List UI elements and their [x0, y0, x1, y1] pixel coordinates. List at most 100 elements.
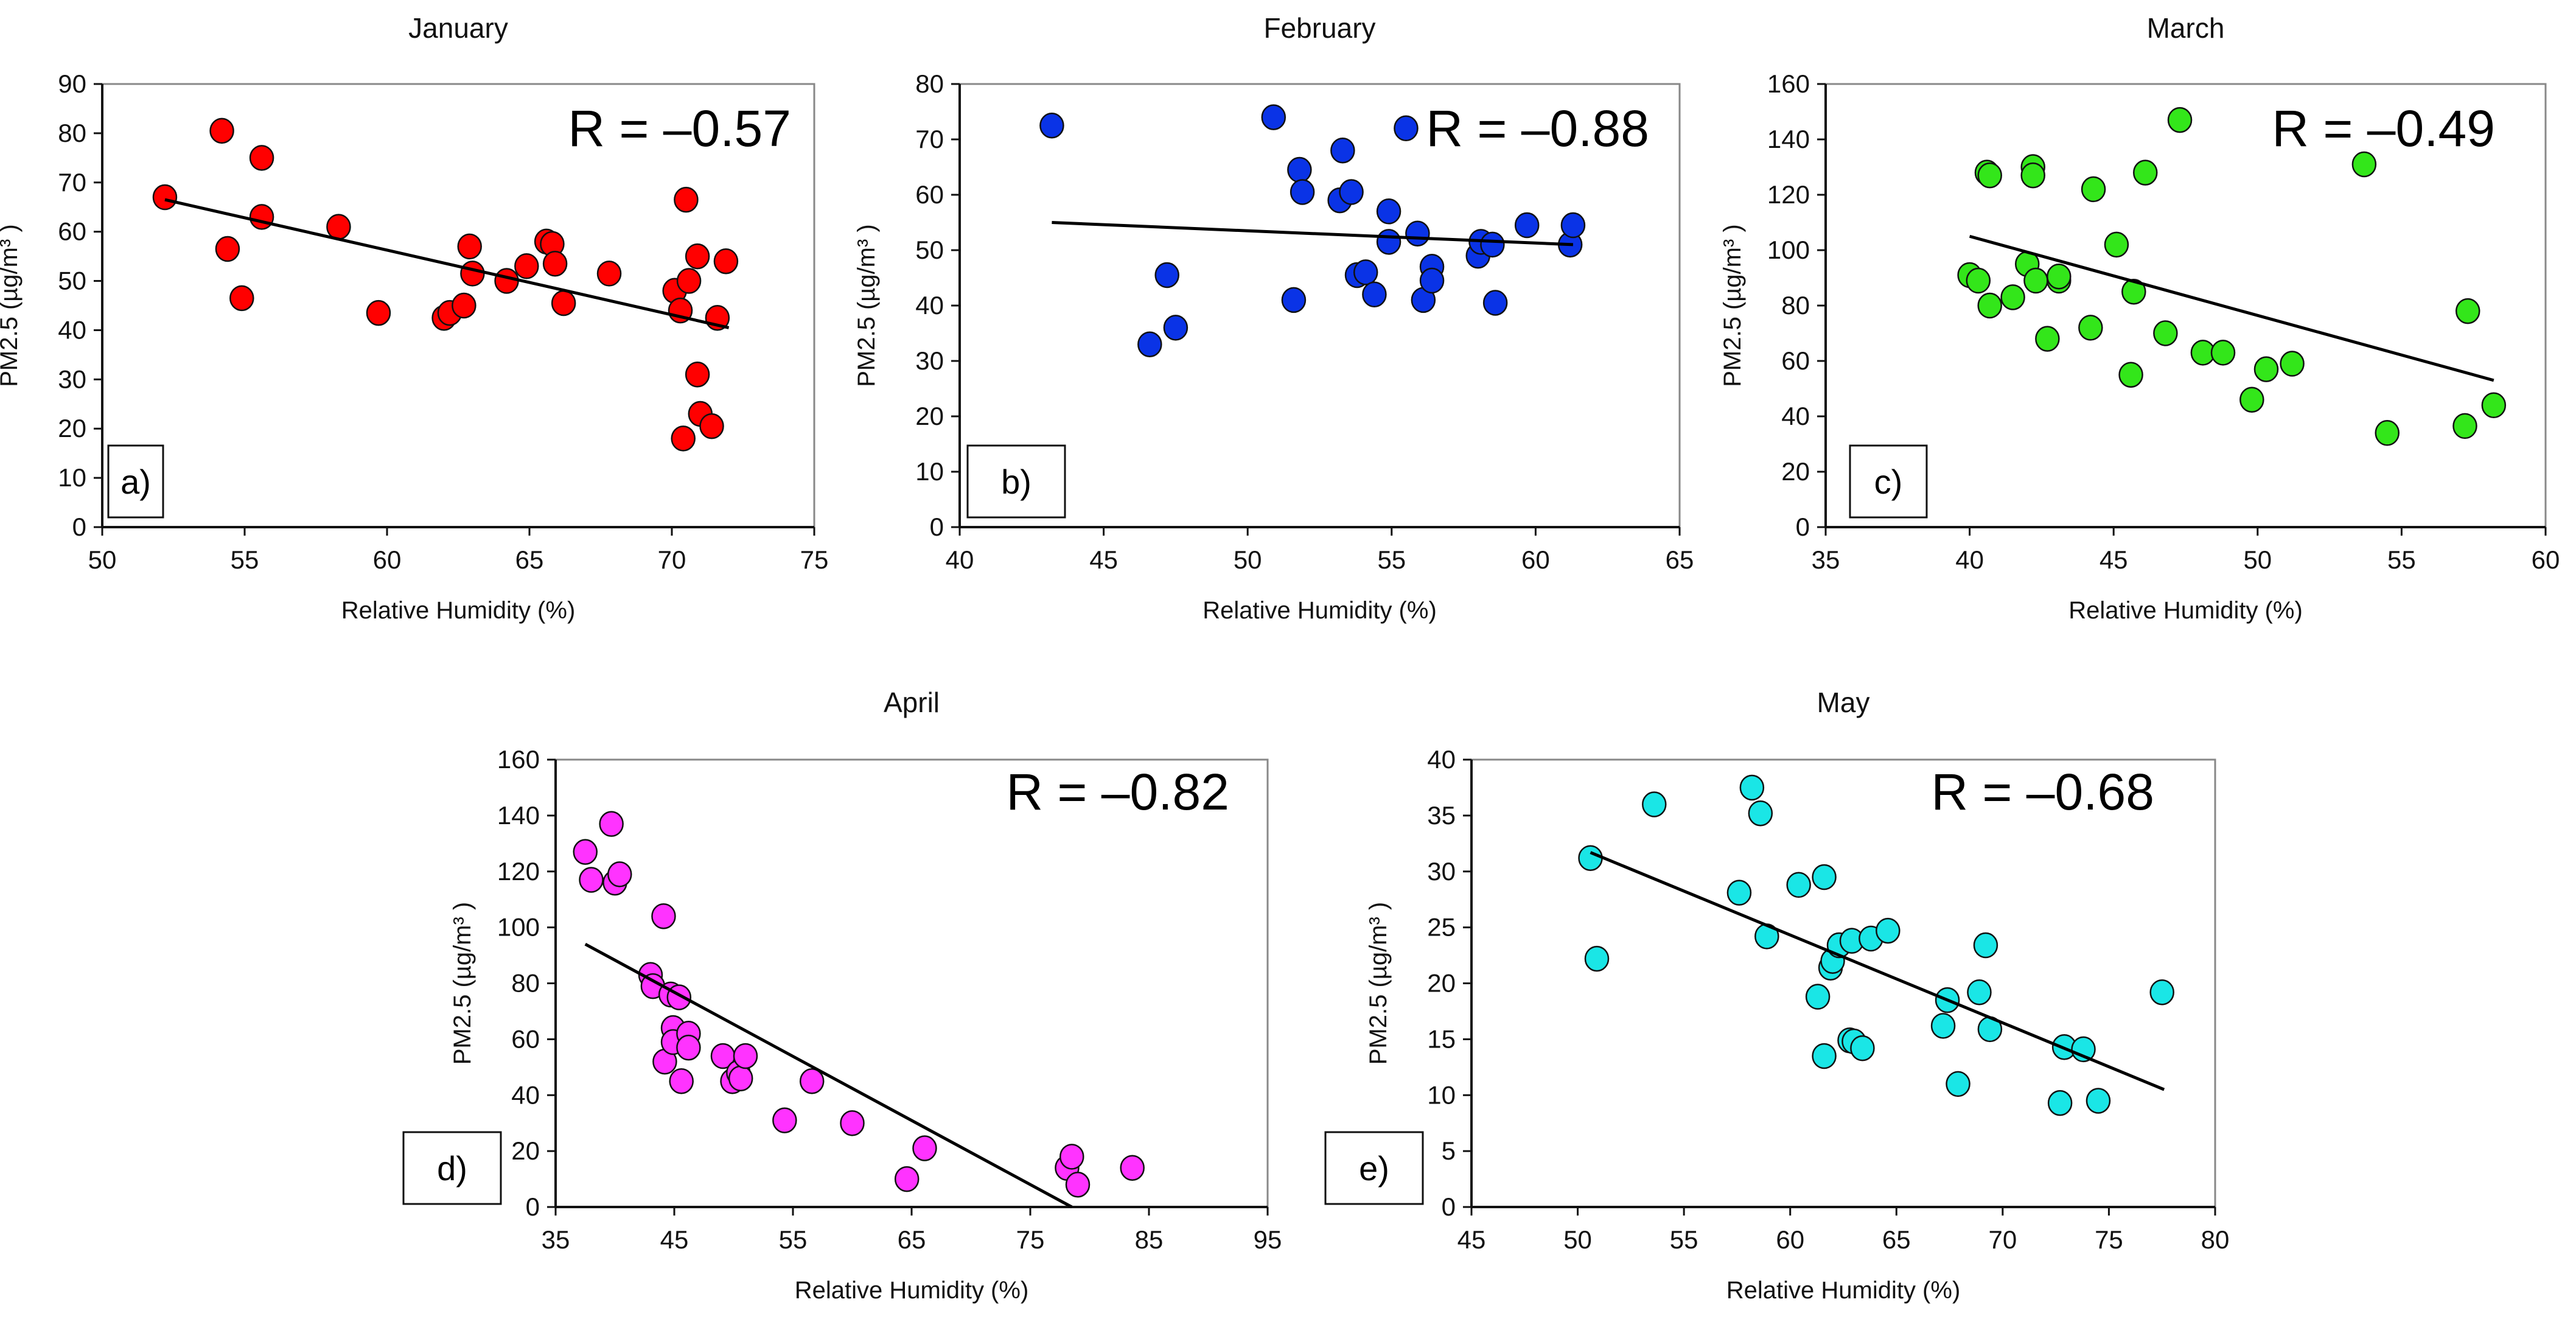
y-tick-label: 80 [511, 969, 540, 998]
x-tick-label: 50 [88, 545, 117, 574]
data-point [1812, 1043, 1837, 1069]
y-tick-label: 160 [1767, 69, 1810, 98]
data-point [2133, 159, 2158, 186]
chart-title: January [408, 12, 508, 44]
y-tick-label: 0 [526, 1192, 540, 1221]
data-point [1967, 979, 1992, 1006]
data-point [249, 204, 274, 230]
data-point [685, 361, 710, 388]
data-point [713, 248, 739, 275]
x-tick-label: 75 [2095, 1225, 2123, 1254]
data-point [2253, 356, 2279, 382]
x-axis-label: Relative Humidity (%) [2068, 597, 2303, 624]
x-axis-label: Relative Humidity (%) [1202, 597, 1437, 624]
y-tick-label: 90 [58, 69, 86, 98]
y-axis-label: PM2.5 (µg/m³ ) [1365, 902, 1392, 1065]
data-point [685, 243, 710, 270]
x-tick-label: 45 [1089, 545, 1118, 574]
x-tick-label: 35 [542, 1225, 570, 1254]
data-point [229, 285, 254, 312]
data-point [1376, 229, 1401, 255]
data-point [1812, 864, 1837, 890]
x-tick-label: 65 [1666, 545, 1694, 574]
data-point [1560, 212, 1586, 239]
y-tick-label: 100 [1767, 236, 1810, 264]
panel-label: d) [437, 1149, 467, 1188]
y-tick-label: 50 [58, 267, 86, 295]
y-tick-label: 120 [497, 857, 540, 886]
chart-panel-e: May 0 5 10 15 20 25 30 35 40 45 50 55 60 65 70 75 80 Relat… [1324, 687, 2229, 1304]
y-tick-label: 30 [1427, 857, 1456, 886]
x-tick-label: 50 [1234, 545, 1262, 574]
data-point [1973, 932, 1998, 959]
data-point [676, 268, 702, 294]
data-point [1394, 115, 1419, 142]
data-point [1930, 1013, 1956, 1039]
correlation-label: R = –0.88 [1426, 100, 1649, 157]
data-point [215, 236, 240, 262]
chart-title: March [2147, 12, 2225, 44]
y-tick-label: 40 [915, 291, 944, 320]
data-point [2149, 979, 2174, 1006]
data-point [2351, 151, 2377, 178]
panel-label-box [1849, 444, 1928, 519]
correlation-label: R = –0.82 [1006, 763, 1229, 820]
y-tick-label: 80 [915, 69, 944, 98]
data-point [607, 861, 632, 887]
data-point [912, 1135, 937, 1161]
y-tick-label: 140 [497, 801, 540, 830]
data-point [1786, 872, 1811, 898]
x-tick-label: 55 [231, 545, 259, 574]
x-tick-label: 95 [1254, 1225, 1282, 1254]
data-point [1977, 162, 2002, 189]
data-point [1977, 292, 2002, 319]
data-point [2118, 362, 2143, 388]
x-tick-label: 40 [946, 545, 974, 574]
x-tick-label: 40 [1955, 545, 1984, 574]
y-tick-label: 140 [1767, 125, 1810, 153]
data-point [894, 1166, 920, 1192]
y-tick-label: 20 [511, 1136, 540, 1165]
chart-title: May [1817, 687, 1870, 718]
chart-panel-c: March 0 20 40 60 80 100 120 140 160 35 40 45 50 55 60 Re… [1719, 12, 2560, 624]
data-point [2023, 267, 2048, 294]
data-point [1946, 1071, 1970, 1097]
y-tick-label: 80 [58, 119, 86, 147]
x-tick-label: 85 [1135, 1225, 1164, 1254]
x-tick-label: 65 [515, 545, 544, 574]
trend-line [1590, 851, 2165, 1091]
x-tick-label: 60 [1521, 545, 1550, 574]
x-tick-label: 45 [1457, 1225, 1486, 1254]
data-point [699, 413, 724, 439]
x-tick-label: 70 [1988, 1225, 2017, 1254]
data-point [1059, 1144, 1084, 1170]
data-point [579, 867, 604, 893]
x-tick-label: 45 [660, 1225, 689, 1254]
data-point [1362, 281, 1387, 308]
data-point [1376, 198, 1401, 225]
data-point [1137, 331, 1162, 357]
data-point [2020, 162, 2045, 189]
x-tick-label: 55 [2387, 545, 2416, 574]
y-tick-label: 20 [1427, 969, 1456, 998]
data-point [2047, 263, 2072, 290]
data-point [840, 1110, 865, 1136]
data-point [460, 261, 485, 287]
x-tick-label: 75 [1016, 1225, 1045, 1254]
data-point [1065, 1172, 1091, 1198]
x-tick-label: 50 [2243, 545, 2272, 574]
y-tick-label: 100 [497, 913, 540, 942]
y-tick-label: 20 [58, 414, 86, 443]
x-tick-label: 75 [800, 545, 829, 574]
y-tick-label: 15 [1427, 1024, 1456, 1053]
y-tick-label: 80 [1781, 291, 1810, 320]
data-point [1419, 267, 1445, 294]
data-point [1353, 259, 1378, 285]
data-point [2280, 351, 2305, 377]
x-axis-label: Relative Humidity (%) [1726, 1277, 1961, 1304]
data-point [2121, 279, 2146, 305]
chart-panel-a: January 0 10 20 30 40 50 60 70 80 90 50 55 60 65 70 75 Re… [0, 12, 828, 624]
y-tick-label: 0 [930, 513, 944, 541]
y-tick-label: 60 [58, 217, 86, 246]
